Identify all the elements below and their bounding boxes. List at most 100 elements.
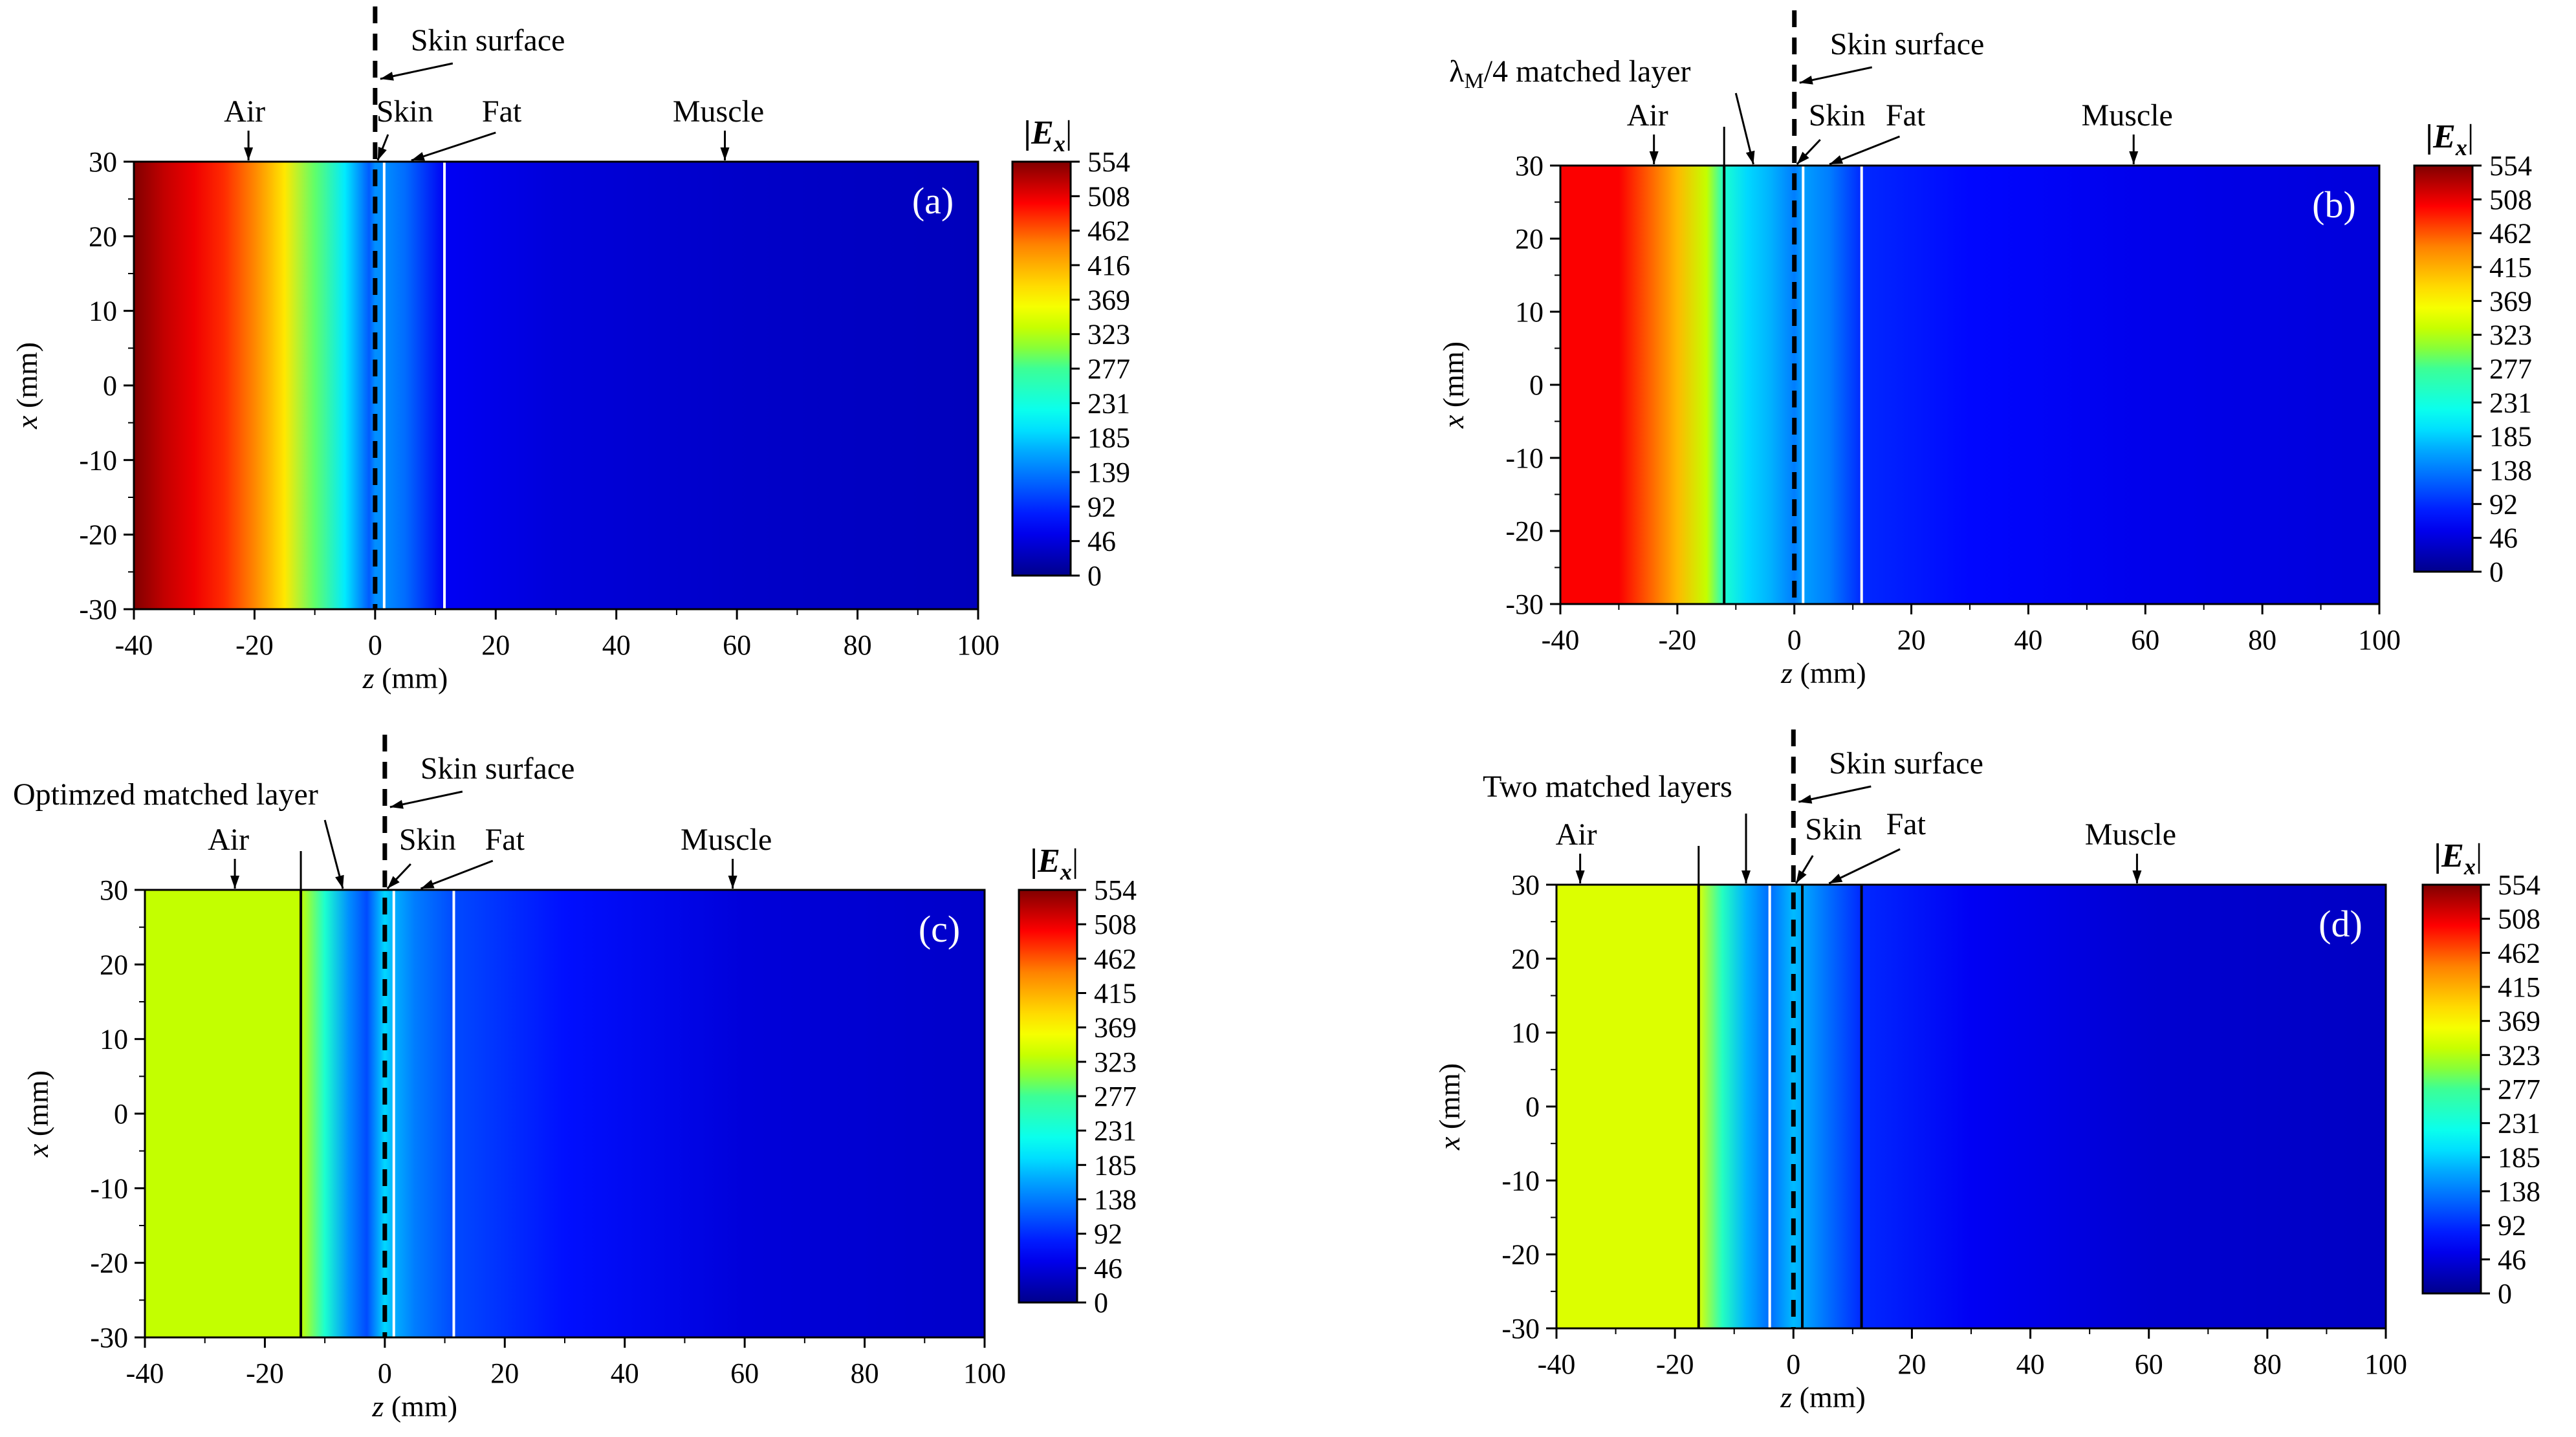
x-tick-label-c: 20 [490,1357,519,1389]
colorbar-tick-label-a: 508 [1087,180,1130,212]
fat-arrow-a-head [411,152,425,161]
x-tick-label-a: 100 [957,629,999,661]
y-tick-label-c: -30 [90,1322,128,1354]
fat-label-d: Fat [1886,807,1927,841]
colorbar-tick-label-b: 415 [2489,252,2532,283]
heatmap-field-b [1560,166,2379,604]
y-axis-label-c: x (mm) [21,1070,54,1158]
colorbar-tick-label-d: 554 [2498,869,2540,901]
y-tick-label-a: 30 [89,146,117,178]
colorbar-tick-label-d: 508 [2498,903,2540,935]
y-axis-label-var-b: x [1437,415,1470,429]
y-axis-label-unit-d: (mm) [1433,1063,1466,1137]
colorbar-title-a: |Ex| [1024,114,1073,157]
y-tick-label-d: -30 [1501,1313,1540,1345]
y-tick-label-d: 30 [1511,869,1540,901]
x-tick-label-b: 80 [2248,624,2276,656]
colorbar-tick-label-c: 0 [1094,1287,1108,1319]
skin-label-b: Skin [1809,98,1866,133]
y-tick-label-b: 0 [1529,369,1544,401]
colorbar-tick-label-d: 231 [2498,1108,2540,1140]
y-tick-label-a: 10 [89,296,117,327]
x-tick-label-b: 0 [1787,624,1802,656]
y-tick-label-c: 10 [100,1024,128,1055]
colorbar-tick-label-a: 92 [1087,491,1116,523]
colorbar-tick-label-d: 415 [2498,971,2540,1003]
x-tick-label-c: 0 [378,1357,392,1389]
x-tick-label-b: 40 [2014,624,2042,656]
muscle-arrow-a-head [720,147,730,160]
y-tick-label-a: 0 [103,370,117,402]
y-tick-label-b: -20 [1505,515,1544,547]
x-axis-label-unit-b: (mm) [1793,656,1866,689]
air-arrow-b-head [1649,151,1659,164]
skin-surface-label-c: Skin surface [420,751,575,786]
colorbar-tick-label-b: 46 [2489,523,2518,554]
x-tick-label-d: -40 [1538,1348,1576,1380]
muscle-label-b: Muscle [2082,98,2173,133]
skin-surface-label-a: Skin surface [411,23,565,58]
skin-arrow-d-head [1796,870,1807,883]
colorbar-tick-label-d: 462 [2498,937,2540,969]
muscle-arrow-c-head [728,876,737,889]
y-axis-label-var-c: x [21,1143,54,1158]
colorbar-b [2413,164,2474,573]
lambda-layer-label-b: λM/4 matched layer [1449,54,1690,93]
colorbar-tick-label-b: 0 [2489,556,2504,588]
colorbar-tick-label-b: 138 [2489,455,2532,486]
colorbar-tick-label-b: 277 [2489,353,2532,385]
colorbar-tick-label-a: 139 [1087,457,1130,488]
colorbar-tick-label-c: 92 [1094,1218,1122,1250]
skin-surface-arrow-a-head [380,71,394,81]
muscle-label-a: Muscle [673,94,764,129]
colorbar-tick-label-b: 231 [2489,387,2532,418]
x-tick-label-a: 40 [602,629,631,661]
colorbar-tick-label-a: 462 [1087,215,1130,247]
colorbar-a [1011,160,1072,577]
colorbar-tick-label-d: 369 [2498,1006,2540,1037]
x-tick-label-d: 40 [2016,1348,2045,1380]
air-label-b: Air [1627,98,1668,133]
colorbar-tick-label-a: 277 [1087,353,1130,385]
colorbar-tick-label-a: 554 [1087,146,1130,178]
x-axis-label-var-a: z [362,662,375,695]
colorbar-tick-label-b: 323 [2489,319,2532,351]
x-tick-label-a: 80 [844,629,872,661]
colorbar-tick-label-b: 508 [2489,184,2532,215]
colorbar-tick-label-d: 277 [2498,1074,2540,1105]
colorbar-tick-label-d: 0 [2498,1278,2512,1310]
x-tick-label-d: 100 [2364,1348,2407,1380]
heatmap-field-c [145,890,985,1337]
x-axis-label-unit-c: (mm) [384,1390,457,1423]
x-tick-label-c: -20 [246,1357,284,1389]
air-label-a: Air [224,94,265,129]
panel-label-c: (c) [919,908,960,950]
x-axis-label-a: z (mm) [362,662,448,695]
y-tick-label-c: -10 [90,1172,128,1204]
x-tick-label-b: 100 [2358,624,2401,656]
x-tick-label-b: 20 [1897,624,1926,656]
skin-surface-arrow-b-head [1799,75,1813,85]
colorbar-tick-label-c: 138 [1094,1184,1137,1216]
x-tick-label-a: -40 [115,629,153,661]
colorbar-tick-label-c: 46 [1094,1253,1122,1284]
colorbar-tick-label-b: 554 [2489,150,2532,182]
panel-label-d: (d) [2319,903,2363,945]
skin-surface-arrow-c-head [389,799,404,809]
y-axis-label-var-a: x [10,415,43,429]
y-tick-label-d: 10 [1511,1017,1540,1049]
x-tick-label-c: 80 [851,1357,879,1389]
colorbar-tick-label-a: 46 [1087,526,1116,557]
x-tick-label-d: -20 [1656,1348,1694,1380]
y-tick-label-b: -30 [1505,589,1544,620]
y-tick-label-c: 20 [100,949,128,980]
optimized-layer-label-c: Optimzed matched layer [13,777,318,812]
panel-label-b: (b) [2312,184,2356,226]
x-tick-label-b: -40 [1542,624,1580,656]
y-axis-label-unit-c: (mm) [21,1070,54,1144]
x-axis-label-d: z (mm) [1780,1381,1866,1414]
colorbar-tick-label-b: 185 [2489,421,2532,453]
x-axis-label-unit-d: (mm) [1792,1381,1866,1414]
x-tick-label-c: 60 [730,1357,759,1389]
